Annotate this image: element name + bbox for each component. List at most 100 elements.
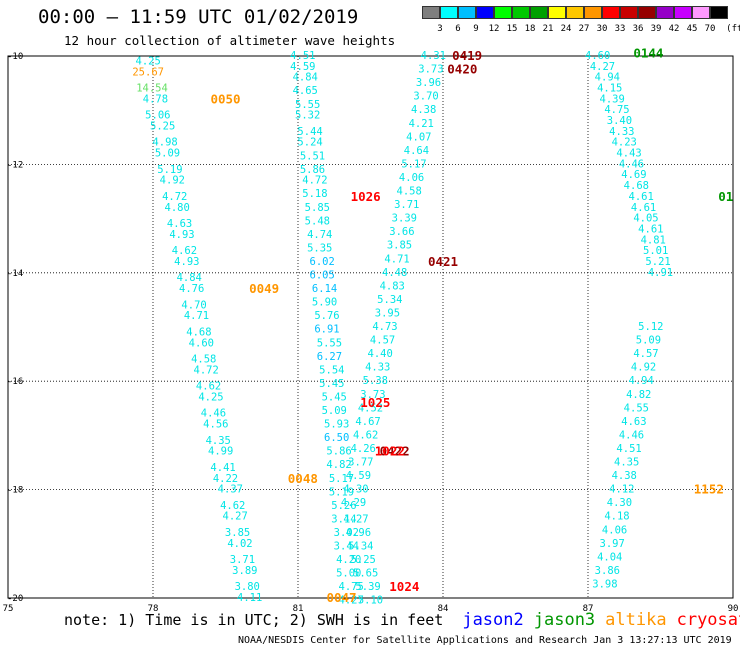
swh-value: 4.61 [631, 202, 656, 214]
swh-value: 4.59 [346, 470, 371, 482]
swh-value: 5.01 [643, 245, 668, 257]
swh-value: 4.58 [191, 354, 216, 366]
swh-value: 4.04 [597, 551, 622, 563]
swh-value: 4.62 [353, 429, 378, 441]
swh-value: 4.21 [409, 118, 434, 130]
swh-value: 4.82 [326, 459, 351, 471]
swh-value: 4.94 [595, 72, 620, 84]
satellite-label-jason2: jason2 [462, 610, 524, 630]
swh-value: 5.35 [307, 242, 332, 254]
swh-value: 5.86 [326, 446, 351, 458]
swh-value: 4.63 [621, 416, 646, 428]
swh-value: 4.02 [227, 538, 252, 550]
swh-value: 4.37 [218, 484, 243, 496]
swh-value: 5.09 [322, 405, 347, 417]
color-legend-swatch [566, 6, 584, 19]
y-tick-label: -18 [7, 486, 23, 496]
color-legend-label: 45 [686, 24, 698, 34]
y-tick-label: -12 [7, 160, 23, 170]
color-legend-swatch [620, 6, 638, 19]
swh-value: 4.94 [629, 375, 654, 387]
pass-time-label: 01 [718, 189, 733, 204]
swh-value: 5.09 [636, 335, 661, 347]
swh-value: 5.90 [312, 297, 337, 309]
swh-value: 4.63 [167, 218, 192, 230]
swh-value: 25.67 [132, 66, 164, 78]
satellite-label-cryosat: cryosat [676, 610, 740, 630]
swh-value: 3.77 [348, 457, 373, 469]
note-row: note: 1) Time is in UTC; 2) SWH is in fe… [64, 610, 740, 630]
swh-value: 3.98 [592, 578, 617, 590]
swh-value: 4.60 [189, 337, 214, 349]
swh-value: 4.46 [619, 158, 644, 170]
y-tick-label: -14 [7, 269, 23, 279]
pass-time-label: 0050 [210, 91, 240, 106]
color-legend-swatch [422, 6, 440, 19]
pass-time-label: 1024 [389, 579, 419, 594]
color-legend-swatch [476, 6, 494, 19]
swh-value: 5.21 [645, 256, 670, 268]
swh-value: 5.00 [336, 568, 361, 580]
swh-value: 4.98 [152, 137, 177, 149]
x-tick-label: 87 [583, 604, 594, 614]
swh-value: 4.57 [370, 335, 395, 347]
swh-value: 5.93 [324, 419, 349, 431]
swh-value: 4.83 [380, 280, 405, 292]
swh-value: 4.35 [206, 435, 231, 447]
swh-value: 3.86 [595, 565, 620, 577]
swh-value: 4.48 [382, 267, 407, 279]
swh-value: 5.45 [319, 378, 344, 390]
pass-time-label: 1152 [694, 482, 724, 497]
pass-time-label: 1025 [360, 395, 390, 410]
color-legend-unit: (ft) [726, 24, 740, 34]
x-tick-label: 90 [728, 604, 739, 614]
color-legend-label: 18 [524, 24, 536, 34]
swh-value: 3.89 [232, 565, 257, 577]
swh-value: 5.34 [377, 294, 402, 306]
swh-value: 3.70 [413, 91, 438, 103]
swh-value: 5.39 [355, 581, 380, 593]
swh-value: 4.72 [194, 364, 219, 376]
swh-value: 4.60 [585, 50, 610, 62]
swh-value: 4.93 [174, 256, 199, 268]
swh-value: 4.67 [355, 416, 380, 428]
pass-time-label: 0421 [428, 254, 458, 269]
color-legend-swatch [656, 6, 674, 19]
swh-value: 4.99 [208, 446, 233, 458]
color-legend-label: 30 [596, 24, 608, 34]
pass-time-label: 1026 [351, 189, 381, 204]
swh-value: 5.24 [297, 137, 322, 149]
color-legend-swatch [512, 6, 530, 19]
swh-value: 5.76 [314, 310, 339, 322]
color-legend-swatch [638, 6, 656, 19]
color-legend-label: 70 [704, 24, 716, 34]
pass-time-label: 0047 [326, 590, 356, 605]
y-tick-label: -16 [7, 377, 23, 387]
swh-value: 4.35 [614, 457, 639, 469]
swh-value: 4.75 [339, 581, 364, 593]
color-legend-swatch [710, 6, 728, 19]
swh-value: 4.39 [600, 93, 625, 105]
swh-value: 5.19 [329, 486, 354, 498]
satellite-label-altika: altika [605, 610, 667, 630]
swh-value: 4.78 [143, 93, 168, 105]
swh-value: 4.57 [633, 348, 658, 360]
swh-value: 4.92 [160, 175, 185, 187]
swh-value: 4.93 [169, 229, 194, 241]
swh-value: 4.33 [365, 362, 390, 374]
swh-value: 5.25 [150, 120, 175, 132]
satellite-label-jason3: jason3 [533, 610, 596, 630]
color-legend-label: 36 [632, 24, 644, 34]
swh-value: 4.06 [602, 524, 627, 536]
swh-value: 4.46 [201, 408, 226, 420]
swh-value: 5.32 [295, 110, 320, 122]
swh-value: 3.97 [600, 538, 625, 550]
swh-value: 4.05 [633, 213, 658, 225]
swh-value: 5.38 [363, 375, 388, 387]
x-tick-label: 78 [148, 604, 159, 614]
swh-value: 4.12 [609, 484, 634, 496]
swh-value: 4.71 [384, 253, 409, 265]
swh-value: 4.25 [136, 55, 161, 67]
pass-time-label: 0420 [447, 62, 477, 77]
swh-value: 3.71 [394, 199, 419, 211]
